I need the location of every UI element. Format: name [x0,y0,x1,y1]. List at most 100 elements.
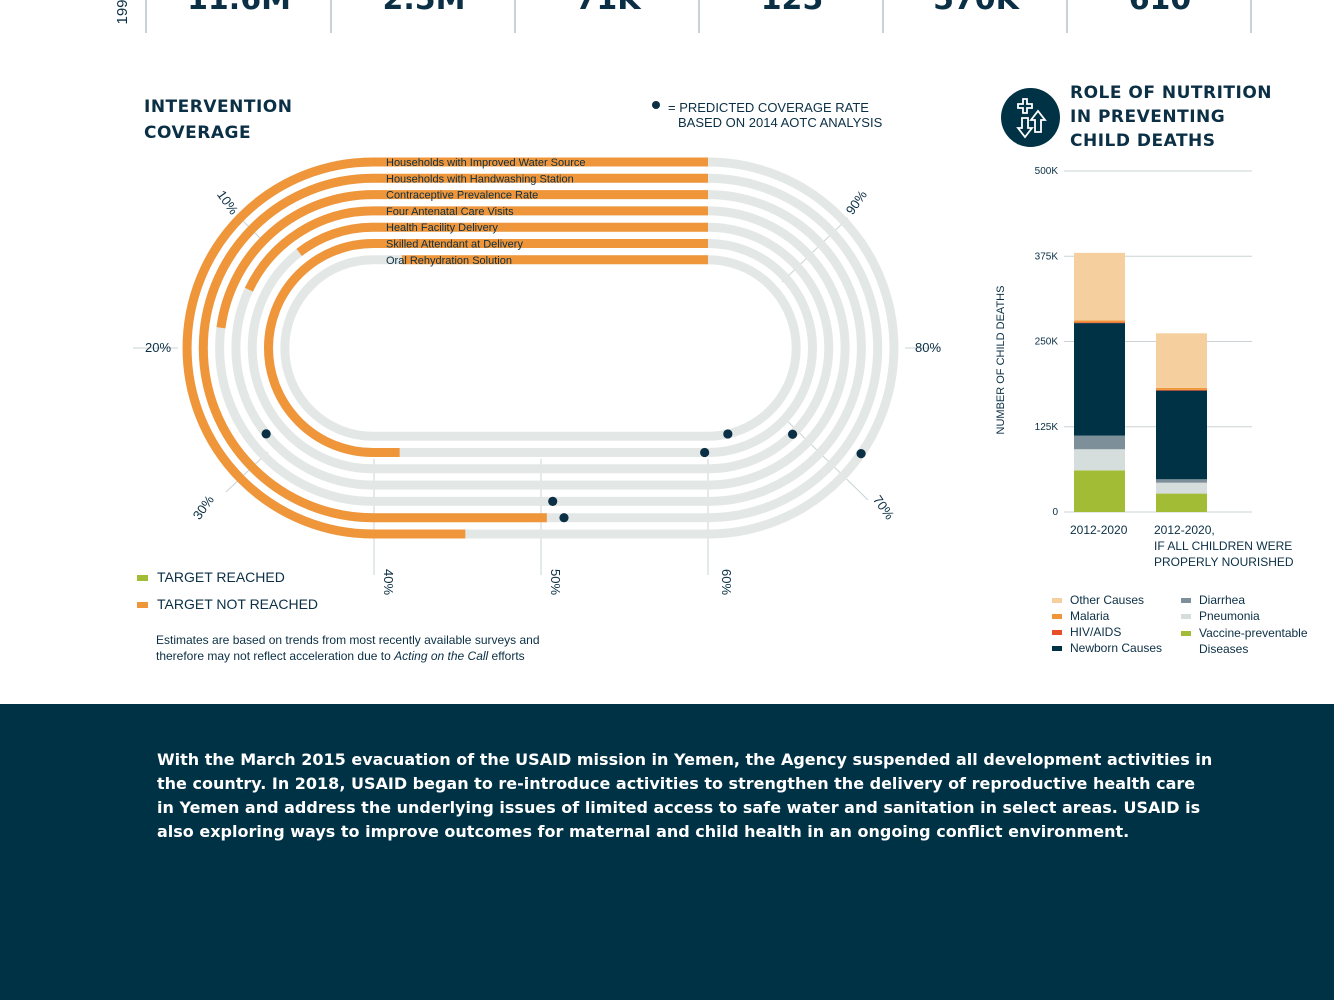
intervention-coverage-chart: Households with Improved Water Source Hou… [133,157,941,595]
note-italic: Acting on the Call [394,649,489,663]
predicted-legend-line: BASED ON 2014 AOTC ANALYSIS [678,115,883,130]
category-line: 2012-2020, [1154,523,1215,537]
note-text: therefore may not reflect acceleration d… [156,649,395,663]
legend-other-causes: Other Causes [1052,593,1144,607]
legend-label: Diseases [1199,642,1249,656]
legend-pneumonia: Pneumonia [1181,609,1260,623]
coverage-bar [182,157,899,539]
nutrition-title-line: IN PREVENTING [1070,107,1226,127]
stat-divider [514,0,516,33]
bar-segment [1074,323,1125,436]
nutrition-arrows-icon [1001,88,1060,147]
legend-diarrhea: Diarrhea [1181,593,1245,607]
predicted-dot-icon [652,101,660,109]
coverage-bar [215,190,866,506]
legend-vaccine-preventable: Vaccine-preventable Diseases [1181,625,1308,657]
predicted-coverage-dot [723,429,733,439]
stat-value: 71K [516,0,700,17]
legend-label: Diarrhea [1199,593,1246,607]
bar-segment [1156,390,1207,480]
coverage-tick-label: 60% [719,569,734,595]
category-line: PROPERLY NOURISHED [1154,555,1294,569]
legend-label: Other Causes [1070,593,1145,607]
predicted-legend-line: = PREDICTED COVERAGE RATE [668,100,869,115]
legend-swatch [1181,631,1191,637]
bar-tick-label: 125K [1035,422,1059,433]
coverage-series-label: Households with Handwashing Station [386,173,574,185]
stat-divider [698,0,700,33]
bar-segment [1074,320,1125,323]
bar-segment [1156,389,1207,391]
bar-segment [1156,479,1207,483]
legend-malaria: Malaria [1052,609,1109,623]
coverage-series-label: Households with Improved Water Source [386,157,586,169]
stat-value: 610 [1068,0,1252,17]
coverage-bar [198,173,883,523]
coverage-series-label: Contraceptive Prevalence Rate [386,190,538,202]
legend-label: Vaccine-preventable [1199,626,1308,640]
stat-divider [330,0,332,33]
bar-segment [1156,482,1207,494]
coverage-title: INTERVENTION COVERAGE [144,94,292,146]
legend-label: Newborn Causes [1070,641,1163,655]
coverage-tick-label: 20% [145,340,171,355]
note-line: therefore may not reflect acceleration d… [156,648,540,664]
bar-segment [1074,322,1125,324]
bar-segment [1156,387,1207,390]
coverage-series-label: Health Facility Delivery [386,222,498,234]
bar-tick-label: 250K [1035,337,1059,348]
note-text: efforts [488,649,525,663]
child-deaths-bar-chart: 0 125K 250K 375K 500K NUMBER OF CHILD DEATHS [995,166,1252,518]
note-line: Estimates are based on trends from most … [156,633,540,647]
legend-swatch [1052,630,1062,636]
bar-segment [1156,333,1207,388]
coverage-title-line: INTERVENTION [144,97,293,117]
stat-divider [1066,0,1068,33]
predicted-coverage-dot [856,449,866,459]
nutrition-title: ROLE OF NUTRITION IN PREVENTING CHILD DE… [1070,81,1272,153]
coverage-series-label: Oral Rehydration Solution [386,255,512,267]
predicted-coverage-dot [787,429,798,439]
bar-tick-label: 0 [1052,507,1058,518]
stat-divider [882,0,884,33]
coverage-series-label: Skilled Attendant at Delivery [386,239,523,251]
coverage-bar [264,239,817,457]
stat-divider [1250,0,1252,33]
coverage-gridline [781,217,849,283]
stat-value: 570K [884,0,1068,17]
legend-hiv-aids: HIV/AIDS [1052,625,1121,639]
legend-label: TARGET REACHED [157,569,285,585]
coverage-tick-label: 40% [381,569,396,595]
narrative-panel [0,704,1334,1000]
bar-segment [1156,493,1207,512]
predicted-legend: = PREDICTED COVERAGE RATE BASED ON 2014 … [652,100,882,130]
legend-target-reached: TARGET REACHED [137,569,285,585]
coverage-tick-label: 80% [915,340,941,355]
bar-category-label-2: 2012-2020, IF ALL CHILDREN WERE PROPERLY… [1154,522,1294,570]
coverage-tick-label: 50% [548,569,563,595]
legend-label: Pneumonia [1199,609,1260,623]
bar-category-label-1: 2012-2020 [1070,523,1128,537]
coverage-series-label: Four Antenatal Care Visits [386,206,514,218]
predicted-coverage-dot [559,513,569,523]
legend-newborn-causes: Newborn Causes [1052,641,1162,655]
nutrition-title-line: ROLE OF NUTRITION [1070,83,1273,103]
legend-label: HIV/AIDS [1070,625,1122,639]
predicted-coverage-dot [548,496,558,506]
category-line: IF ALL CHILDREN WERE [1154,539,1293,553]
coverage-note: Estimates are based on trends from most … [156,632,540,664]
stat-value: 125 [700,0,884,17]
coverage-track [247,222,834,474]
bar-segment [1074,435,1125,450]
legend-swatch [1181,598,1191,604]
coverage-track [280,255,801,441]
coverage-title-line: COVERAGE [144,123,252,143]
legend-target-not-reached: TARGET NOT REACHED [137,596,318,612]
bar-segment [1074,470,1125,512]
legend-swatch [1052,614,1062,620]
legend-swatch [137,575,148,582]
legend-swatch [1052,598,1062,604]
predicted-coverage-dot [261,429,271,439]
stat-divider [145,0,147,33]
legend-label: TARGET NOT REACHED [157,596,319,612]
